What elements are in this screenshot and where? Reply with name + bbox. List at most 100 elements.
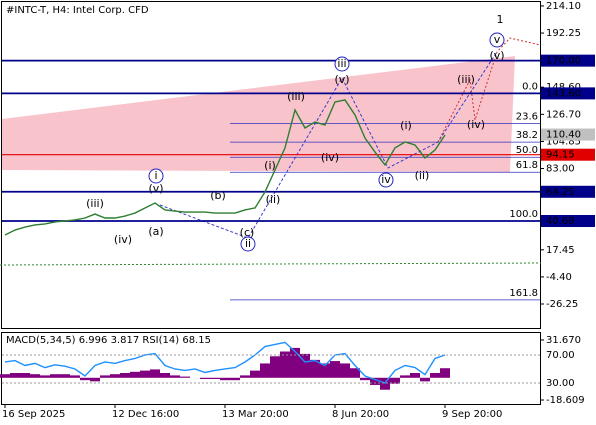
macd-bar [310, 359, 320, 378]
macd-bar [200, 377, 210, 379]
wave-label: ii [245, 237, 251, 250]
macd-bar [220, 377, 230, 381]
macd-bar [390, 377, 400, 384]
price-line [4, 99, 446, 236]
macd-bar [250, 370, 260, 378]
wave-label: (iv) [114, 233, 132, 246]
wave-circle [240, 236, 256, 252]
wave-label: (a) [148, 225, 163, 238]
y-tick-label: 126.70 [546, 109, 581, 120]
wave-label: (iii) [86, 197, 104, 210]
macd-bar [230, 377, 240, 381]
wave-label: (ii) [415, 169, 430, 182]
fib-label: 50.0 [516, 145, 538, 156]
macd-bar [150, 369, 160, 378]
indicator-tick-label: 31.670 [546, 335, 581, 346]
wave-label: (iv) [467, 118, 485, 131]
macd-bar [290, 347, 300, 378]
rsi-line [4, 341, 446, 384]
macd-bar [320, 363, 330, 378]
y-tick-label: 104.85 [546, 136, 581, 147]
price-channel [2, 56, 515, 172]
wave-label: (v) [489, 49, 504, 62]
macd-bar [400, 375, 410, 378]
macd-bar [20, 373, 30, 378]
y-tick-label: 17.45 [546, 245, 575, 256]
projection-path [437, 37, 541, 143]
macd-bar [60, 374, 70, 378]
fib-label: 61.8 [516, 160, 538, 171]
macd-bar [440, 368, 450, 378]
level-box [541, 148, 595, 161]
macd-bar [280, 351, 290, 378]
macd-bar [100, 375, 110, 378]
macd-bar [340, 363, 350, 378]
wave-label: (i) [264, 159, 276, 172]
level-box [541, 215, 595, 228]
wave-path [159, 51, 498, 239]
fib-label: 23.6 [516, 112, 538, 123]
y-tick-label: -26.25 [546, 299, 578, 310]
wave-label: (iv) [321, 151, 339, 164]
level-label: 110.40 [546, 130, 581, 141]
x-tick-label: 9 Sep 20:00 [442, 409, 502, 420]
macd-bar [170, 375, 180, 378]
macd-bar [360, 377, 370, 381]
main-frame [1, 1, 541, 329]
y-tick-label: -4.40 [546, 272, 572, 283]
macd-bar [210, 377, 220, 379]
macd-bar [90, 377, 100, 382]
level-label: 143.60 [546, 88, 581, 99]
indicator-frame [1, 332, 541, 405]
x-tick-label: 16 Sep 2025 [2, 409, 65, 420]
level-label: 170.00 [546, 56, 581, 67]
wave-circle [148, 168, 164, 184]
macd-bar [110, 374, 120, 378]
wave-label: (v) [148, 182, 163, 195]
level-box [541, 128, 595, 141]
macd-bar [350, 368, 360, 378]
x-tick-label: 12 Dec 16:00 [112, 409, 179, 420]
macd-bar [300, 353, 310, 378]
wave-circle [334, 56, 350, 72]
macd-bar [30, 374, 40, 378]
x-tick-label: 13 Mar 20:00 [222, 409, 289, 420]
wave-circle [489, 32, 505, 48]
wave-circle [378, 172, 394, 188]
macd-bar [70, 375, 80, 378]
wave-label: (i) [400, 119, 412, 132]
indicator-tick-label: 30.00 [546, 378, 575, 389]
level-label: 94.15 [546, 150, 575, 161]
indicator-tick-label: 70.00 [546, 350, 575, 361]
fib-label: 0.0 [522, 81, 538, 92]
x-tick-label: 8 Jun 20:00 [332, 409, 389, 420]
wave-label: (iii) [287, 90, 305, 103]
fib-label: 161.8 [509, 288, 538, 299]
macd-bar [130, 371, 140, 378]
level-label: 40.68 [546, 216, 575, 227]
wave-label: (iii) [457, 73, 475, 86]
macd-bar [420, 377, 430, 382]
macd-bar [270, 356, 280, 378]
fib-label: 100.0 [509, 209, 538, 220]
chart-title: #INTC-T, H4: Intel Corp. CFD [6, 5, 149, 16]
macd-bar [160, 373, 170, 378]
wave-label: 1 [497, 13, 504, 26]
macd-bar [140, 370, 150, 378]
macd-bar [430, 373, 440, 378]
wave-label: iii [337, 57, 346, 70]
macd-bar [370, 377, 380, 385]
y-tick-label: 192.25 [546, 28, 581, 39]
indicator-label: MACD(5,34,5) 6.996 3.817 RSI(14) 68.15 [6, 335, 211, 346]
level-box [541, 87, 595, 100]
fib-label: 38.2 [516, 130, 538, 141]
wave-label: i [154, 169, 157, 182]
wave-label: (c) [240, 226, 255, 239]
y-tick-label: 214.10 [546, 1, 581, 12]
macd-bar [50, 374, 60, 378]
macd-bar [410, 373, 420, 378]
indicator-tick-label: -18.609 [546, 395, 585, 406]
macd-bar [330, 361, 340, 378]
